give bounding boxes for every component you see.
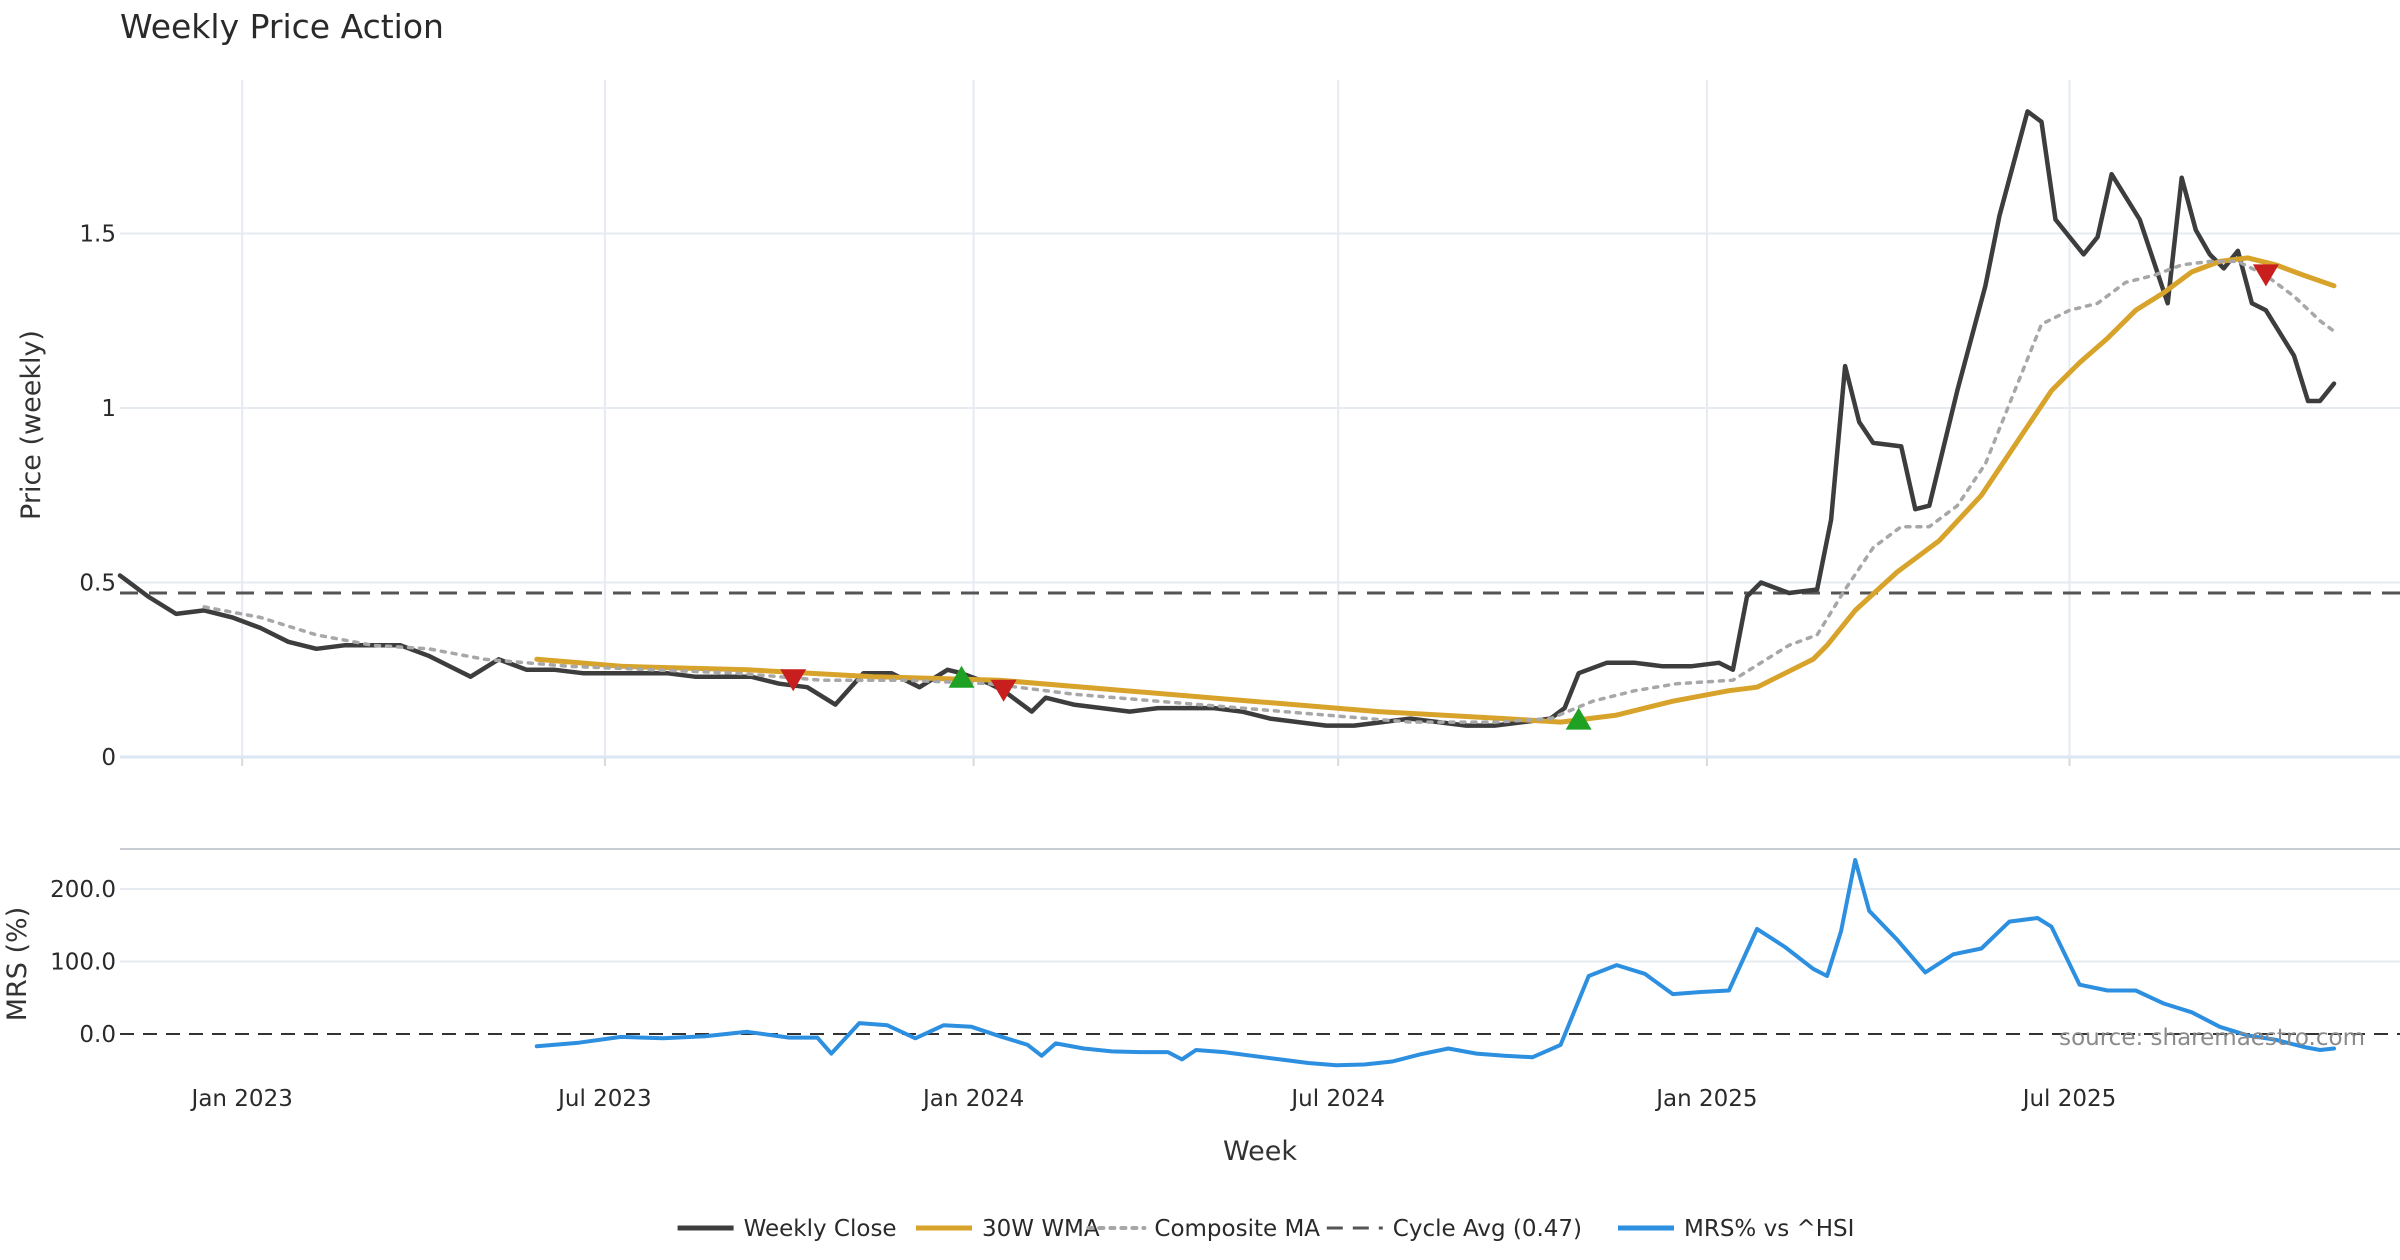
mrs-tick-label: 200.0 [50,877,116,903]
x-tick-label: Jul 2023 [556,1086,652,1112]
legend-label: Composite MA [1154,1216,1320,1242]
mrs-tick-label: 100.0 [50,950,116,976]
x-tick-label: Jan 2024 [921,1086,1024,1112]
mrs-tick-label: 0.0 [79,1022,116,1048]
sell-signal-marker [2252,264,2279,287]
price-tick-label: 0.5 [79,571,116,597]
series-layer [117,109,2337,1068]
legend-label: MRS% vs ^HSI [1684,1216,1854,1242]
legend: Weekly Close 30W WMA Composite MA Cycle Avg… [677,1216,1854,1242]
source-note: source: sharemaestro.com [2059,1025,2365,1051]
legend-label: Cycle Avg (0.47) [1393,1216,1582,1242]
x-tick-label: Jul 2024 [1289,1086,1385,1112]
buy-signal-marker [948,665,975,688]
price-tick-label: 1.5 [79,222,116,248]
price-tick-label: 0 [101,745,116,771]
x-tick-label: Jan 2023 [190,1086,293,1112]
price-tick-label: 1 [101,396,116,422]
reference-lines [120,591,2400,1035]
mrs-axis-title: MRS (%) [2,907,33,1022]
sell-signal-marker [990,679,1017,702]
chart-title: Weekly Price Action [120,7,444,46]
signal-markers [780,264,2279,730]
legend-label: Weekly Close [744,1216,897,1242]
legend-label: 30W WMA [982,1216,1100,1242]
x-tick-label: Jul 2025 [2021,1086,2117,1112]
axis-labels: Jan 2023 Jul 2023 Jan 2024 Jul 2024 Jan 2025… [50,222,2116,1113]
mrs-line [534,858,2336,1068]
x-tick-label: Jan 2025 [1654,1086,1757,1112]
price-axis-title: Price (weekly) [16,330,47,520]
x-axis-title: Week [1223,1136,1297,1167]
wma-30w-line [534,255,2337,725]
composite-ma-line [202,259,2336,724]
buy-signal-marker [1565,707,1592,730]
weekly-close-line [117,109,2337,728]
grid-layer [120,80,2400,963]
sell-signal-marker [780,669,807,692]
